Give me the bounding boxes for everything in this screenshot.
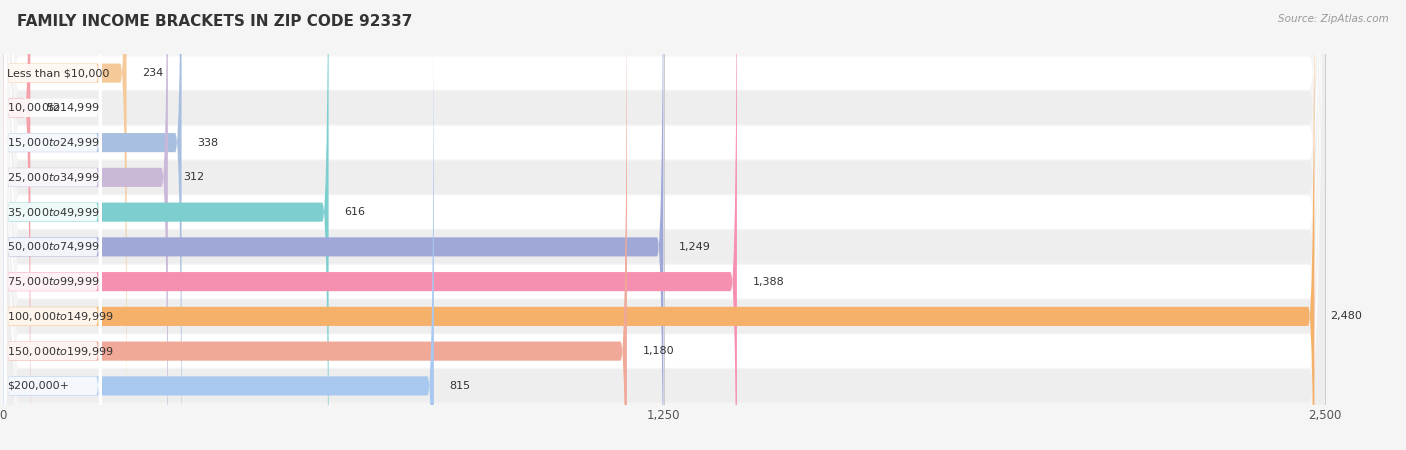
Text: $10,000 to $14,999: $10,000 to $14,999: [7, 101, 100, 114]
Text: $25,000 to $34,999: $25,000 to $34,999: [7, 171, 100, 184]
FancyBboxPatch shape: [4, 0, 101, 446]
FancyBboxPatch shape: [4, 13, 101, 450]
Text: 1,180: 1,180: [643, 346, 675, 356]
FancyBboxPatch shape: [3, 0, 1324, 450]
FancyBboxPatch shape: [3, 0, 1324, 450]
Text: 2,480: 2,480: [1330, 311, 1362, 321]
Text: Source: ZipAtlas.com: Source: ZipAtlas.com: [1278, 14, 1389, 23]
FancyBboxPatch shape: [3, 0, 329, 450]
FancyBboxPatch shape: [3, 0, 167, 450]
FancyBboxPatch shape: [3, 0, 627, 450]
FancyBboxPatch shape: [3, 0, 31, 450]
FancyBboxPatch shape: [4, 0, 101, 450]
Text: 234: 234: [142, 68, 163, 78]
Text: $35,000 to $49,999: $35,000 to $49,999: [7, 206, 100, 219]
Text: FAMILY INCOME BRACKETS IN ZIP CODE 92337: FAMILY INCOME BRACKETS IN ZIP CODE 92337: [17, 14, 412, 28]
FancyBboxPatch shape: [4, 0, 101, 411]
FancyBboxPatch shape: [3, 0, 737, 450]
Text: $150,000 to $199,999: $150,000 to $199,999: [7, 345, 114, 358]
FancyBboxPatch shape: [3, 0, 181, 450]
FancyBboxPatch shape: [3, 0, 1324, 450]
FancyBboxPatch shape: [4, 0, 101, 450]
FancyBboxPatch shape: [3, 0, 127, 450]
Text: 815: 815: [450, 381, 471, 391]
Text: 338: 338: [197, 138, 218, 148]
FancyBboxPatch shape: [4, 0, 101, 450]
FancyBboxPatch shape: [3, 0, 664, 450]
FancyBboxPatch shape: [3, 0, 1315, 450]
Text: 52: 52: [46, 103, 60, 113]
Text: $50,000 to $74,999: $50,000 to $74,999: [7, 240, 100, 253]
FancyBboxPatch shape: [3, 0, 1324, 450]
FancyBboxPatch shape: [3, 0, 434, 450]
Text: Less than $10,000: Less than $10,000: [7, 68, 110, 78]
Text: $15,000 to $24,999: $15,000 to $24,999: [7, 136, 100, 149]
FancyBboxPatch shape: [4, 0, 101, 450]
Text: 1,249: 1,249: [679, 242, 711, 252]
Text: 1,388: 1,388: [752, 277, 785, 287]
Text: 616: 616: [344, 207, 366, 217]
FancyBboxPatch shape: [4, 0, 101, 450]
FancyBboxPatch shape: [3, 0, 1324, 450]
Text: 312: 312: [184, 172, 205, 182]
Text: $200,000+: $200,000+: [7, 381, 69, 391]
FancyBboxPatch shape: [4, 0, 101, 450]
FancyBboxPatch shape: [3, 0, 1324, 450]
FancyBboxPatch shape: [3, 0, 1324, 450]
FancyBboxPatch shape: [3, 0, 1324, 450]
FancyBboxPatch shape: [3, 0, 1324, 450]
Text: $75,000 to $99,999: $75,000 to $99,999: [7, 275, 100, 288]
FancyBboxPatch shape: [3, 0, 1324, 450]
FancyBboxPatch shape: [4, 48, 101, 450]
Text: $100,000 to $149,999: $100,000 to $149,999: [7, 310, 114, 323]
